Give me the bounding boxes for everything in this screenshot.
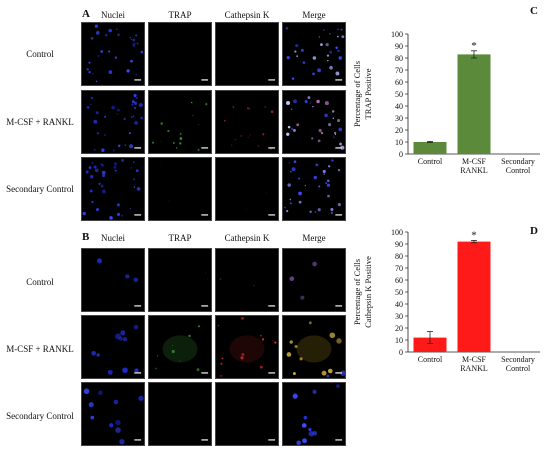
panel-a-tile-mcsf-rankl-trap — [148, 90, 212, 154]
chart-d-y-tick-label-0: 0 — [399, 348, 403, 357]
panel-a-tile-control-nuclei — [81, 22, 145, 86]
chart-d-category-1-line-0: M-CSF — [462, 355, 487, 364]
chart-c-category-1-line-0: M-CSF — [462, 157, 487, 166]
chart-d-y-label-line-0: Percentage of Cells — [352, 259, 362, 325]
chart-d-bar-0 — [413, 337, 447, 352]
chart-d-panel-letter: D — [530, 225, 538, 237]
chart-c-y-label-line-1: TRAP Positive — [363, 68, 373, 119]
panel-b-row-control: Control — [26, 277, 54, 287]
panel-b-tile-control-cathepsin-k — [215, 248, 279, 312]
chart-d-category-1-line-1: RANKL — [460, 364, 488, 373]
chart-c-y-tick-label-8: 80 — [395, 54, 403, 63]
panel-a-tile-control-cathepsin-k — [215, 22, 279, 86]
panel-b-col-nuclei: Nuclei — [101, 233, 125, 243]
panel-b-tile-control-nuclei — [81, 248, 145, 312]
panel-a-letter: A — [82, 8, 90, 20]
panel-b-tile-mcsf-rankl-merge — [282, 315, 346, 379]
chart-c-y-label-line-0: Percentage of Cells — [352, 61, 362, 127]
chart-c-category-2-line-1: Control — [506, 166, 531, 175]
panel-b-tile-secondary-control-cathepsin-k — [215, 382, 279, 446]
panel-b-col-merge: Merge — [302, 233, 326, 243]
chart-c-significance-1: * — [471, 40, 477, 52]
chart-d-y-tick-label-4: 40 — [395, 300, 403, 309]
chart-c-y-tick-label-9: 90 — [395, 42, 403, 51]
panel-a-tile-mcsf-rankl-nuclei — [81, 90, 145, 154]
panel-b-tile-secondary-control-merge — [282, 382, 346, 446]
panel-a-row-mcsf-rankl: M-CSF + RANKL — [6, 117, 74, 127]
chart-c-bar-0 — [413, 142, 447, 154]
chart-d-y-tick-label-6: 60 — [395, 276, 403, 285]
chart-d-y-tick-label-8: 80 — [395, 252, 403, 261]
chart-d-y-label-line-1: Cathepsin K Positive — [363, 256, 373, 328]
panel-b-tile-secondary-control-nuclei — [81, 382, 145, 446]
panel-b-col-trap: TRAP — [168, 233, 192, 243]
panel-a-tile-secondary-control-merge — [282, 157, 346, 221]
panel-b-tile-mcsf-rankl-trap — [148, 315, 212, 379]
chart-c-category-0-line-0: Control — [418, 157, 443, 166]
panel-b-row-secondary: Secondary Control — [6, 411, 74, 421]
chart-c-y-tick-label-10: 100 — [391, 30, 403, 39]
panel-a-tile-mcsf-rankl-merge — [282, 90, 346, 154]
chart-d-y-tick-label-5: 50 — [395, 288, 403, 297]
chart-d-y-tick-label-2: 20 — [395, 324, 403, 333]
panel-b-letter: B — [82, 231, 90, 243]
chart-d-category-2-line-0: Secondary — [501, 355, 535, 364]
chart-d-y-tick-label-3: 30 — [395, 312, 403, 321]
chart-c-y-tick-label-7: 70 — [395, 66, 403, 75]
chart-c-y-tick-label-3: 30 — [395, 114, 403, 123]
panel-b-tile-control-merge — [282, 248, 346, 312]
panel-a-col-merge: Merge — [302, 10, 326, 20]
chart-d: D 0 10 20 30 40 50 60 70 80 90 100 Percentage of Cel… — [352, 225, 540, 373]
chart-d-bar-1 — [457, 241, 491, 352]
panel-b-row-mcsf-rankl: M-CSF + RANKL — [6, 344, 74, 354]
panel-a-tile-secondary-control-cathepsin-k — [215, 157, 279, 221]
chart-c-y-tick-label-4: 40 — [395, 102, 403, 111]
chart-d-significance-1: * — [471, 229, 477, 241]
chart-c-bar-1 — [457, 54, 491, 154]
chart-d-category-0-line-0: Control — [418, 355, 443, 364]
panel-b-tile-mcsf-rankl-cathepsin-k — [215, 315, 279, 379]
panel-a-col-trap: TRAP — [168, 10, 192, 20]
panel-a-tile-mcsf-rankl-cathepsin-k — [215, 90, 279, 154]
panel-a-col-nuclei: Nuclei — [101, 10, 125, 20]
panel-b-tile-secondary-control-trap — [148, 382, 212, 446]
panel-a-row-secondary: Secondary Control — [6, 184, 74, 194]
chart-c-y-tick-label-1: 10 — [395, 138, 403, 147]
panel-a-col-cathepsin: Cathepsin K — [224, 10, 270, 20]
chart-c-y-tick-label-5: 50 — [395, 90, 403, 99]
chart-c: C 0 10 20 30 40 50 60 70 80 90 100 Percentage of Cel… — [352, 5, 540, 175]
chart-c-panel-letter: C — [530, 5, 538, 17]
panel-b-tile-control-trap — [148, 248, 212, 312]
chart-c-y-tick-label-6: 60 — [395, 78, 403, 87]
panel-b-tile-mcsf-rankl-nuclei — [81, 315, 145, 379]
chart-d-y-tick-label-9: 90 — [395, 240, 403, 249]
chart-c-y-tick-label-0: 0 — [399, 150, 403, 159]
panel-b-col-cathepsin: Cathepsin K — [224, 233, 270, 243]
panel-a-tile-control-trap — [148, 22, 212, 86]
chart-c-category-2-line-0: Secondary — [501, 157, 535, 166]
chart-d-y-tick-label-10: 100 — [391, 228, 403, 237]
chart-c-category-1-line-1: RANKL — [460, 166, 488, 175]
chart-d-category-2-line-1: Control — [506, 364, 531, 373]
chart-d-y-tick-label-1: 10 — [395, 336, 403, 345]
chart-d-y-tick-label-7: 70 — [395, 264, 403, 273]
panel-a-tile-secondary-control-trap — [148, 157, 212, 221]
panel-a-row-control: Control — [26, 49, 54, 59]
chart-c-y-tick-label-2: 20 — [395, 126, 403, 135]
panel-a-tile-control-merge — [282, 22, 346, 86]
panel-a-tile-secondary-control-nuclei — [81, 157, 145, 221]
